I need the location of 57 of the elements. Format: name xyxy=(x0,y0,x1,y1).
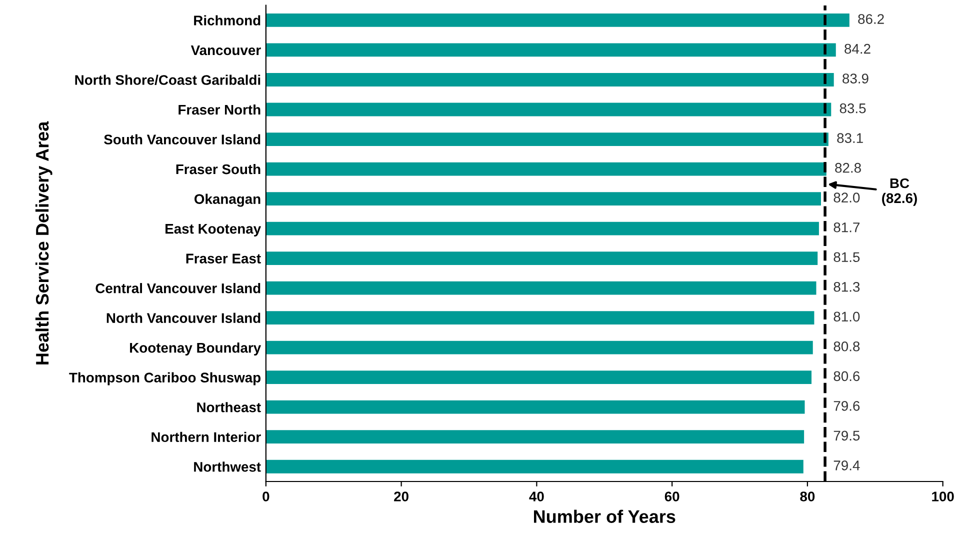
bar xyxy=(266,311,814,325)
x-tick-label: 100 xyxy=(932,492,954,502)
data-label: 81.7 xyxy=(834,222,860,232)
data-label: 81.3 xyxy=(834,282,860,292)
data-label: 86.2 xyxy=(858,14,884,24)
data-label: 79.5 xyxy=(834,430,860,441)
bar xyxy=(266,14,850,27)
bar xyxy=(266,222,819,236)
bar xyxy=(266,370,812,384)
x-tick-label: 60 xyxy=(664,492,680,502)
data-label: 81.0 xyxy=(834,312,860,322)
data-label: 79.4 xyxy=(834,460,860,470)
x-tick-label: 20 xyxy=(394,492,408,502)
bar xyxy=(266,252,818,265)
data-label: 83.1 xyxy=(837,133,863,143)
y-tick-label: Fraser East xyxy=(186,254,261,264)
data-label: 82.0 xyxy=(834,192,860,203)
data-label: 80.6 xyxy=(834,371,860,382)
y-axis-title: Health Service Delivery Area xyxy=(35,121,52,364)
bar xyxy=(266,340,813,354)
data-label: 82.8 xyxy=(835,162,861,173)
data-label: 83.9 xyxy=(842,74,868,84)
y-tick-label: South Vancouver Island xyxy=(104,134,260,144)
y-tick-label: Fraser North xyxy=(178,104,260,115)
bar xyxy=(266,73,834,86)
bar xyxy=(266,460,804,474)
x-tick-label: 0 xyxy=(262,492,270,502)
bar xyxy=(266,192,821,206)
bar xyxy=(266,400,805,414)
y-tick-label: Kootenay Boundary xyxy=(130,342,261,356)
ref-line-label: BC (82.6) xyxy=(882,178,917,206)
data-label: 81.5 xyxy=(834,252,860,262)
bar xyxy=(266,430,804,444)
data-label: 84.2 xyxy=(844,44,870,54)
y-tick-label: Northeast xyxy=(197,402,261,412)
x-tick-label: 80 xyxy=(800,492,815,502)
data-label: 79.6 xyxy=(834,400,860,411)
data-label: 80.8 xyxy=(834,341,860,352)
y-tick-label: North Vancouver Island xyxy=(106,312,260,323)
y-tick-label: Vancouver xyxy=(190,45,261,56)
bar xyxy=(266,102,832,116)
y-tick-label: Okanagan xyxy=(194,194,260,207)
data-label: 83.5 xyxy=(840,103,866,114)
y-tick-label: North Shore/Coast Garibaldi xyxy=(75,74,260,86)
bar xyxy=(266,43,836,57)
x-axis-title: Number of Years xyxy=(534,510,676,523)
y-tick-label: Central Vancouver Island xyxy=(96,283,260,294)
y-tick-label: Thompson Cariboo Shuswap xyxy=(69,372,261,386)
y-tick-label: East Kootenay xyxy=(166,224,261,236)
bar xyxy=(266,281,816,295)
y-tick-label: Richmond xyxy=(194,15,260,26)
y-tick-label: Northwest xyxy=(194,462,261,472)
y-tick-label: Fraser South xyxy=(176,164,260,174)
bar xyxy=(266,132,828,146)
y-tick-label: Northern Interior xyxy=(152,432,261,442)
x-tick-label: 40 xyxy=(529,492,544,502)
bar xyxy=(266,162,826,176)
